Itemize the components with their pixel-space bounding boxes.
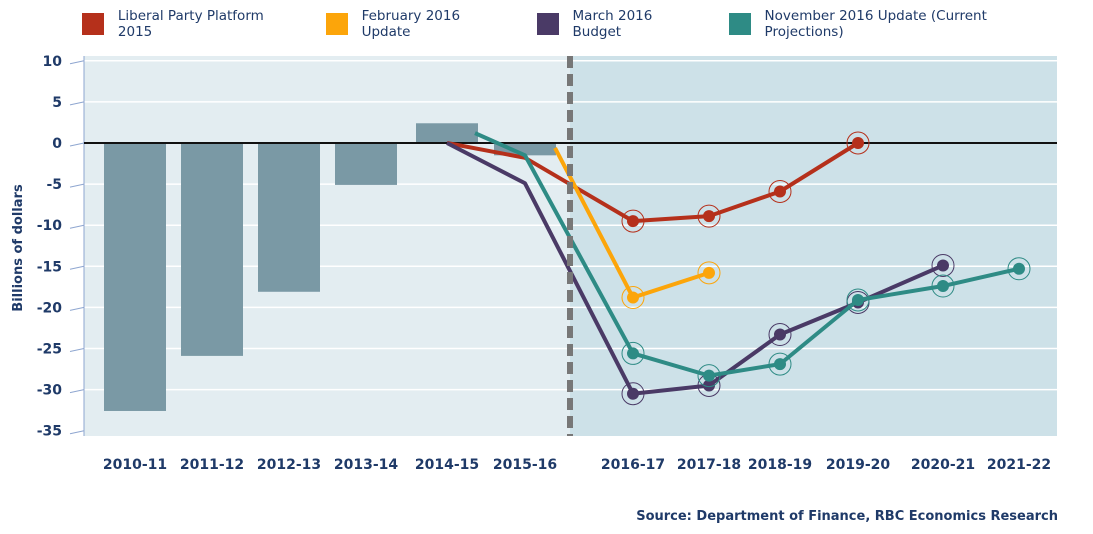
y-tick bbox=[69, 142, 85, 147]
y-tick bbox=[69, 389, 85, 394]
y-tick-label: -35 bbox=[37, 424, 62, 440]
x-tick-label: 2017-18 bbox=[677, 457, 741, 473]
data-point bbox=[852, 137, 864, 149]
projection-background bbox=[570, 56, 1057, 436]
data-point bbox=[627, 215, 639, 228]
y-tick bbox=[69, 224, 85, 229]
series-line bbox=[474, 131, 1020, 378]
legend-label: March 2016 Budget bbox=[572, 8, 653, 40]
data-point bbox=[774, 185, 786, 198]
data-point bbox=[937, 259, 949, 272]
legend-item: November 2016 Update (Current Projection… bbox=[728, 8, 1069, 40]
y-tick bbox=[69, 60, 85, 65]
y-tick-label: -25 bbox=[37, 342, 62, 358]
data-point bbox=[627, 387, 639, 400]
legend-swatch bbox=[325, 13, 348, 35]
x-tick-label: 2012-13 bbox=[257, 457, 321, 473]
legend-label: February 2016 Update bbox=[361, 8, 461, 40]
y-tick bbox=[69, 265, 85, 270]
data-point bbox=[937, 280, 949, 293]
y-tick bbox=[69, 348, 85, 352]
data-point bbox=[703, 266, 715, 279]
x-tick-label: 2020-21 bbox=[911, 457, 975, 473]
y-tick-label: 5 bbox=[52, 95, 62, 111]
y-axis-label: Billions of dollars bbox=[11, 184, 26, 312]
data-point bbox=[703, 210, 715, 223]
data-point bbox=[1013, 262, 1025, 275]
bar bbox=[181, 143, 243, 356]
x-tick-label: 2019-20 bbox=[826, 457, 891, 473]
marker-ring bbox=[931, 274, 955, 298]
y-tick bbox=[69, 101, 85, 106]
data-point bbox=[703, 379, 715, 392]
data-point bbox=[627, 347, 639, 360]
marker-ring bbox=[1007, 257, 1031, 281]
legend-swatch bbox=[536, 13, 559, 35]
data-point bbox=[852, 294, 864, 307]
marker-ring bbox=[768, 179, 792, 203]
x-tick-label: 2010-11 bbox=[103, 457, 167, 473]
bar bbox=[494, 143, 556, 156]
y-tick-label: -15 bbox=[37, 259, 62, 275]
y-tick-label: -5 bbox=[46, 177, 62, 193]
x-tick-label: 2011-12 bbox=[180, 457, 244, 473]
marker-ring bbox=[621, 209, 645, 233]
bar bbox=[335, 143, 397, 185]
data-point bbox=[703, 369, 715, 382]
legend-item: Liberal Party Platform 2015 bbox=[82, 8, 302, 40]
marker-ring bbox=[697, 204, 721, 228]
legend-label: November 2016 Update (Current Projection… bbox=[764, 8, 987, 40]
marker-ring bbox=[621, 286, 645, 310]
legend-swatch bbox=[728, 13, 751, 35]
legend-item: March 2016 Budget bbox=[536, 8, 705, 40]
y-tick-label: -30 bbox=[37, 383, 63, 399]
y-tick-label: -20 bbox=[37, 300, 63, 316]
marker-ring bbox=[931, 253, 955, 277]
marker-ring bbox=[846, 288, 870, 312]
marker-ring bbox=[621, 382, 645, 406]
y-tick-label: 10 bbox=[43, 54, 63, 70]
y-tick bbox=[69, 306, 85, 311]
y-tick bbox=[69, 183, 85, 188]
y-tick-label: -10 bbox=[37, 218, 63, 234]
marker-ring bbox=[768, 352, 792, 376]
y-tick-label: 0 bbox=[52, 136, 62, 152]
x-tick-label: 2014-15 bbox=[415, 457, 479, 473]
data-point bbox=[774, 358, 786, 371]
y-tick bbox=[69, 430, 85, 435]
bar bbox=[258, 143, 320, 292]
legend-label: Liberal Party Platform 2015 bbox=[117, 8, 264, 40]
data-point bbox=[774, 328, 786, 341]
source-note: Source: Department of Finance, RBC Econo… bbox=[636, 509, 1058, 524]
marker-ring bbox=[846, 131, 870, 155]
x-tick-label: 2021-22 bbox=[987, 457, 1051, 473]
marker-ring bbox=[697, 261, 721, 285]
bar bbox=[104, 143, 166, 411]
marker-ring bbox=[697, 364, 721, 388]
x-tick-label: 2015-16 bbox=[493, 457, 557, 473]
legend: Liberal Party Platform 2015 February 201… bbox=[82, 8, 1093, 40]
x-tick-label: 2013-14 bbox=[334, 457, 399, 473]
legend-swatch bbox=[82, 13, 104, 35]
marker-ring bbox=[768, 323, 792, 347]
bar bbox=[416, 123, 478, 143]
series-line bbox=[446, 141, 860, 224]
marker-ring bbox=[621, 341, 645, 365]
data-point bbox=[627, 291, 639, 304]
x-tick-label: 2018-19 bbox=[748, 457, 812, 473]
legend-item: February 2016 Update bbox=[325, 8, 513, 40]
x-tick-label: 2016-17 bbox=[601, 457, 665, 473]
